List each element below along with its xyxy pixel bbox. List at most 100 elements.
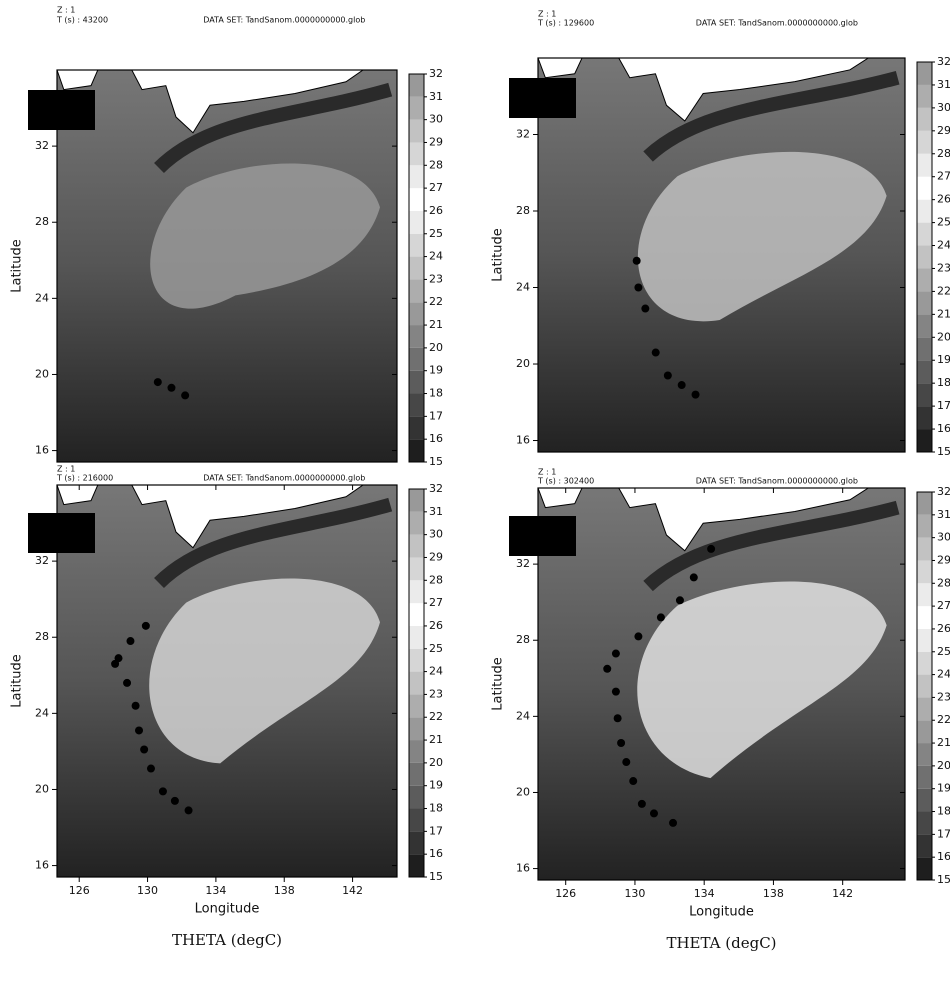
map [538, 58, 905, 452]
y-axis-label: Latitude [491, 657, 506, 711]
colorbar-label: 19 [429, 779, 443, 792]
colorbar-segment [917, 245, 932, 269]
colorbar-label: 32 [429, 67, 443, 80]
colorbar-segment [917, 583, 932, 607]
y-tick-label: 24 [35, 291, 49, 304]
x-tick-label: 126 [555, 887, 576, 900]
colorbar-segment [917, 788, 932, 812]
y-tick-label: 32 [35, 139, 49, 152]
track-point [140, 745, 149, 754]
colorbar-label: 25 [429, 227, 443, 240]
colorbar-label: 20 [937, 330, 950, 343]
colorbar-segment [409, 119, 424, 143]
variable-label: THETA (degC) [666, 934, 776, 952]
colorbar-segment [409, 831, 424, 855]
colorbar-label: 18 [937, 376, 950, 389]
colorbar-label: 18 [429, 802, 443, 815]
colorbar-segment [409, 347, 424, 371]
colorbar-segment [917, 176, 932, 200]
y-tick-label: 32 [516, 557, 530, 570]
colorbar-segment [409, 439, 424, 462]
colorbar-segment [917, 765, 932, 789]
colorbar-label: 31 [429, 90, 443, 103]
track-point [637, 799, 646, 808]
track-point [656, 613, 665, 622]
colorbar-label: 15 [937, 873, 950, 886]
land [618, 58, 870, 122]
track-point [675, 596, 684, 605]
colorbar-label: 23 [937, 261, 950, 274]
colorbar-label: 24 [937, 239, 950, 252]
colorbar-segment [917, 130, 932, 154]
y-tick-label: 32 [516, 128, 530, 141]
colorbar-label: 18 [429, 387, 443, 400]
colorbar-label: 22 [937, 713, 950, 726]
y-tick-label: 24 [516, 709, 530, 722]
colorbar-label: 29 [429, 550, 443, 563]
colorbar-label: 17 [937, 399, 950, 412]
warm-water [149, 578, 380, 764]
colorbar-label: 27 [937, 599, 950, 612]
x-tick-label: 138 [274, 884, 295, 897]
colorbar-label: 30 [937, 101, 950, 114]
y-tick-label: 28 [516, 633, 530, 646]
colorbar-label: 28 [937, 576, 950, 589]
track-point [123, 678, 132, 687]
colorbar-segment [917, 628, 932, 652]
colorbar-label: 27 [429, 181, 443, 194]
y-tick-label: 20 [516, 785, 530, 798]
colorbar-segment [917, 743, 932, 766]
colorbar-segment [409, 625, 424, 649]
track-point [669, 818, 678, 827]
land [131, 485, 364, 549]
colorbar-label: 29 [429, 135, 443, 148]
track-point [649, 809, 658, 818]
colorbar-label: 30 [937, 531, 950, 544]
colorbar-segment [917, 406, 932, 430]
map [538, 488, 905, 880]
colorbar-segment [409, 694, 424, 718]
colorbar-segment [917, 697, 932, 721]
y-tick-label: 16 [516, 862, 530, 875]
colorbar-label: 27 [937, 170, 950, 183]
y-tick-label: 16 [35, 444, 49, 457]
colorbar-label: 28 [429, 573, 443, 586]
colorbar-segment [917, 199, 932, 223]
colorbar-segment [917, 514, 932, 538]
frame [537, 487, 906, 881]
colorbar-segment [917, 222, 932, 246]
colorbar-segment [917, 811, 932, 835]
colorbar-label: 26 [937, 622, 950, 635]
track-point [603, 664, 612, 673]
track-point [677, 381, 686, 390]
colorbar-segment [917, 720, 932, 744]
colorbar-segment [409, 74, 424, 97]
colorbar-label: 32 [429, 482, 443, 495]
y-tick-label: 16 [516, 434, 530, 447]
colorbar-label: 21 [937, 307, 950, 320]
colorbar-label: 21 [937, 736, 950, 749]
colorbar-label: 25 [937, 216, 950, 229]
colorbar-label: 21 [429, 318, 443, 331]
warm-water [637, 581, 887, 779]
colorbar-label: 15 [429, 870, 443, 883]
colorbar-segment [409, 210, 424, 234]
colorbar-label: 25 [937, 645, 950, 658]
y-axis-label: Latitude [10, 654, 25, 708]
colorbar-label: 19 [429, 364, 443, 377]
land-korea [538, 58, 583, 79]
frame [56, 69, 398, 463]
colorbar-label: 29 [937, 124, 950, 137]
x-tick-label: 138 [763, 887, 784, 900]
y-tick-label: 28 [35, 630, 49, 643]
y-tick-label: 24 [35, 706, 49, 719]
y-tick-label: 16 [35, 859, 49, 872]
colorbar-segment [409, 740, 424, 763]
colorbar-label: 16 [429, 847, 443, 860]
colorbar-segment [409, 325, 424, 348]
colorbar-label: 21 [429, 733, 443, 746]
header-t: T (s) : 216000 [56, 474, 113, 483]
x-tick-label: 142 [342, 884, 363, 897]
colorbar-frame [408, 73, 425, 463]
track-point [651, 348, 660, 357]
